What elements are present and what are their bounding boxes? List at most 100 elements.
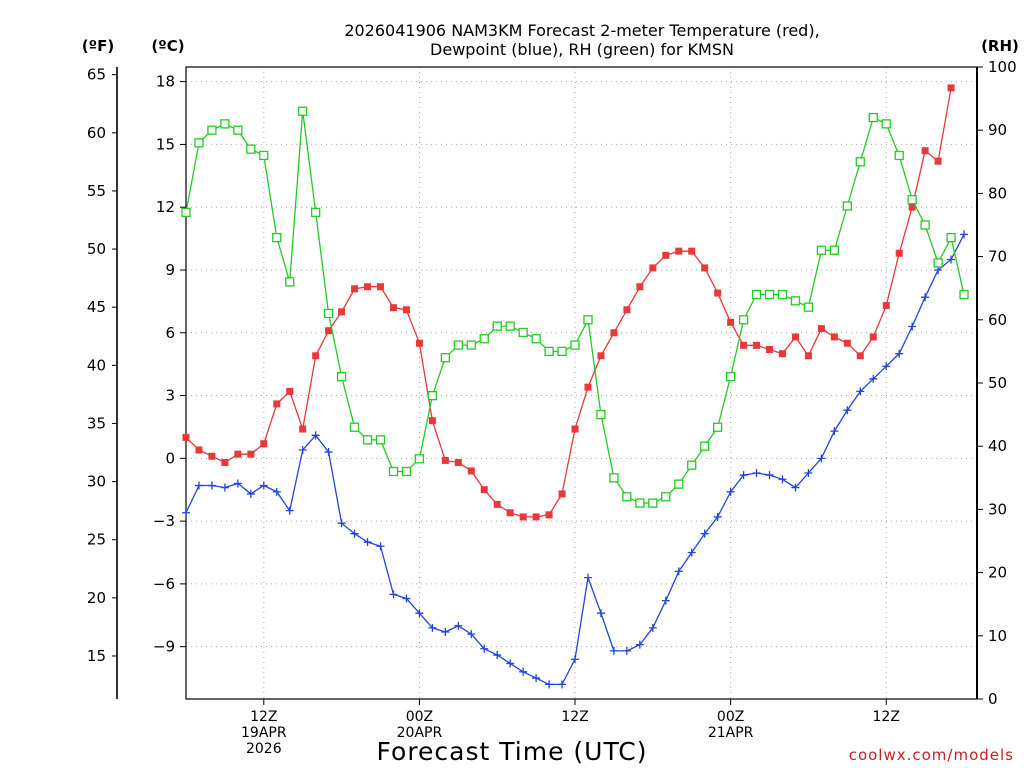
dewpoint-point-9	[298, 445, 307, 454]
dewpoint-point-29	[558, 680, 567, 689]
dewpoint-point-25	[506, 659, 515, 668]
temperature-point-59	[947, 84, 955, 92]
temperature-point-27	[532, 513, 540, 521]
rh-point-29	[557, 346, 567, 357]
rh-point-53	[868, 112, 878, 123]
fahrenheit-unit-label: (ºF)	[82, 37, 114, 55]
rh-point-33	[609, 473, 619, 483]
temperature-point-51	[843, 339, 851, 347]
rh-point-15	[375, 435, 386, 445]
dewpoint-point-39	[687, 548, 696, 557]
rh-point-0	[181, 207, 191, 218]
temperature-point-3	[221, 459, 229, 467]
dewpoint-series	[182, 230, 969, 689]
rh-point-30	[570, 340, 580, 350]
temperature-point-29	[558, 490, 566, 498]
rh-point-10	[311, 207, 321, 218]
time-tick-label-4-0: 12Z	[873, 709, 900, 725]
dewpoint-point-31	[583, 573, 592, 582]
dewpoint-point-22	[467, 630, 476, 639]
temperature-point-57	[921, 147, 929, 155]
rh-point-19	[427, 390, 438, 401]
rh-point-42	[725, 372, 736, 382]
temperature-point-36	[649, 264, 657, 272]
temperature-point-53	[869, 333, 877, 341]
dewpoint-point-27	[532, 674, 541, 683]
temperature-point-40	[701, 264, 709, 272]
temperature-point-8	[286, 387, 294, 395]
temperature-point-6	[260, 440, 268, 448]
fahrenheit-tick-label-6: 45	[87, 298, 106, 316]
time-tick-label-0-1: 19APR	[241, 725, 287, 741]
dewpoint-point-30	[571, 655, 580, 664]
rh-unit-label: (RH)	[981, 37, 1019, 55]
temperature-point-12	[338, 308, 346, 316]
chart-title: 2026041906 NAM3KM Forecast 2-meter Tempe…	[344, 21, 819, 40]
dewpoint-point-44	[752, 468, 761, 477]
dewpoint-point-21	[454, 621, 463, 630]
time-tick-label-0-2: 2026	[246, 741, 282, 757]
rh-point-48	[803, 302, 814, 312]
temperature-point-54	[882, 302, 890, 310]
rh-point-17	[401, 466, 412, 477]
celsius-tick-label-1: −6	[153, 575, 175, 593]
celsius-tick-label-6: 9	[165, 261, 175, 279]
rh-point-8	[285, 277, 295, 287]
dewpoint-point-24	[493, 651, 502, 660]
rh-point-7	[272, 232, 282, 243]
dewpoint-point-10	[311, 431, 320, 440]
rh-point-46	[777, 289, 788, 300]
rh-point-50	[829, 245, 840, 255]
dewpoint-point-33	[609, 646, 618, 655]
rh-point-2	[207, 125, 217, 135]
fahrenheit-tick-label-2: 25	[87, 531, 106, 549]
dewpoint-point-12	[337, 519, 346, 528]
temperature-point-14	[364, 283, 372, 291]
temperature-point-16	[389, 304, 397, 312]
rh-point-28	[544, 346, 554, 357]
dewpoint-point-26	[519, 667, 528, 676]
dewpoint-point-49	[817, 454, 826, 463]
rh-point-54	[881, 119, 891, 129]
time-tick-label-2-0: 12Z	[561, 709, 588, 725]
rh-point-1	[194, 138, 204, 148]
dewpoint-point-38	[674, 567, 683, 576]
celsius-tick-label-2: −3	[153, 512, 175, 530]
dewpoint-point-1	[194, 481, 203, 490]
rh-point-58	[933, 258, 943, 268]
temperature-point-17	[402, 306, 410, 314]
fahrenheit-tick-label-0: 15	[87, 647, 106, 665]
temperature-point-50	[830, 333, 838, 341]
temperature-point-0	[182, 433, 190, 441]
dewpoint-point-40	[700, 529, 709, 538]
temperature-point-25	[506, 509, 514, 517]
dewpoint-point-57	[921, 293, 930, 302]
temperature-point-45	[766, 346, 774, 354]
rh-point-41	[713, 422, 723, 432]
temperature-point-32	[597, 352, 605, 360]
dewpoint-point-5	[246, 489, 255, 498]
dewpoint-point-37	[661, 596, 670, 605]
temperature-point-7	[273, 400, 281, 408]
rh-tick-label-6: 60	[988, 311, 1007, 329]
temperature-point-30	[571, 425, 579, 433]
dewpoint-point-34	[622, 646, 631, 655]
celsius-tick-label-0: −9	[153, 638, 175, 656]
temperature-point-38	[675, 247, 683, 255]
dewpoint-point-41	[713, 512, 722, 521]
dewpoint-point-14	[363, 538, 372, 547]
rh-point-12	[336, 372, 347, 382]
rh-point-39	[687, 460, 697, 470]
rh-point-47	[790, 296, 801, 306]
rh-tick-label-1: 10	[988, 627, 1007, 645]
dewpoint-point-17	[402, 594, 411, 603]
rh-point-52	[855, 157, 865, 167]
temperature-point-5	[247, 450, 255, 458]
temperature-point-34	[623, 306, 631, 314]
dewpoint-point-46	[778, 475, 787, 484]
rh-point-55	[894, 150, 904, 161]
celsius-tick-label-5: 6	[165, 324, 175, 342]
temperature-point-2	[208, 452, 216, 460]
